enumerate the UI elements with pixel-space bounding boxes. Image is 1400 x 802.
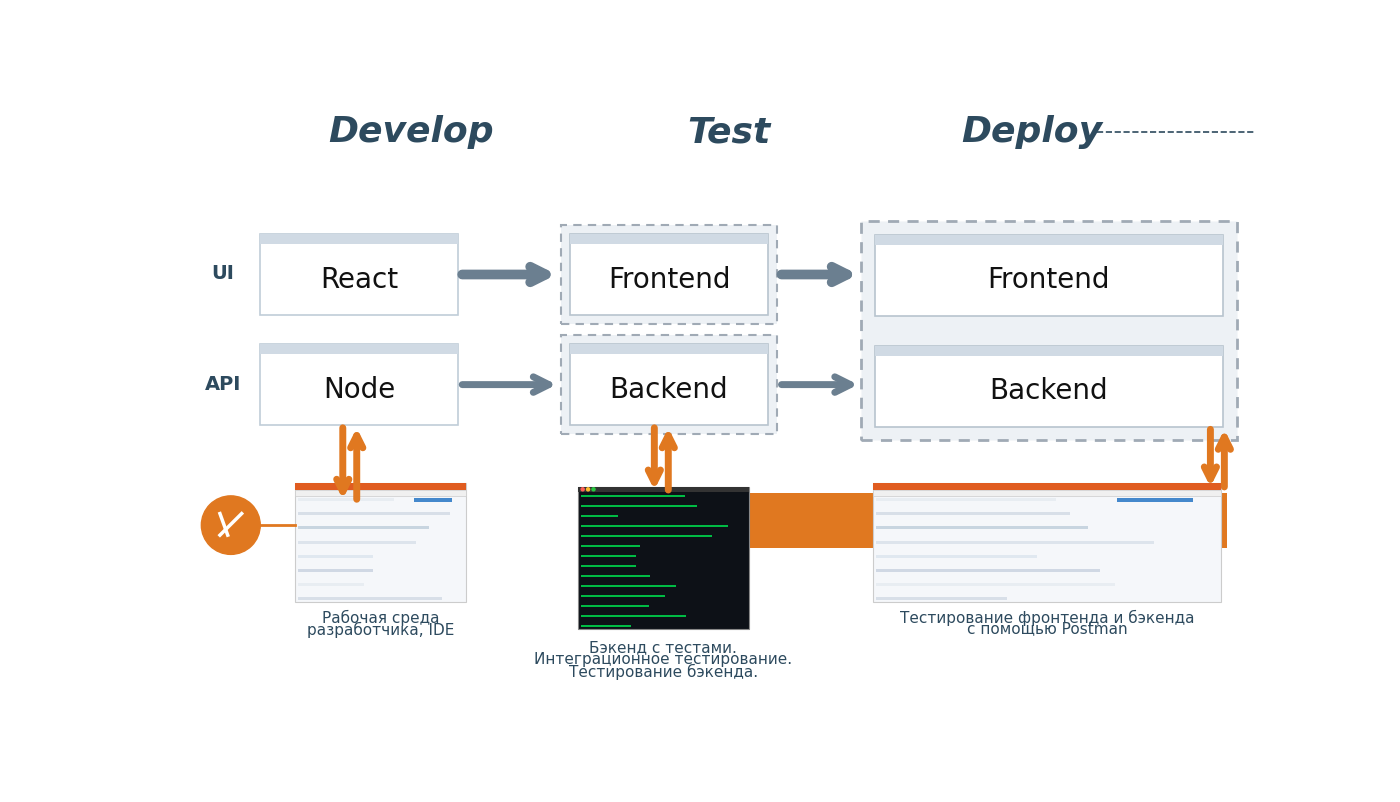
Bar	[875, 346, 1222, 427]
Bar	[298, 569, 372, 572]
Bar	[298, 555, 372, 557]
Bar	[875, 346, 1222, 356]
Bar	[875, 569, 1100, 572]
Bar	[295, 483, 466, 602]
Bar	[875, 597, 1007, 600]
Bar	[295, 483, 466, 491]
Bar	[581, 625, 631, 627]
Bar	[578, 487, 749, 629]
Bar	[875, 235, 1222, 245]
Text: Node: Node	[323, 375, 395, 403]
Text: Backend: Backend	[990, 377, 1109, 405]
Text: Frontend: Frontend	[987, 266, 1110, 294]
Bar	[673, 492, 1228, 549]
Text: Develop: Develop	[329, 115, 494, 149]
Circle shape	[592, 488, 595, 491]
Bar	[561, 335, 777, 434]
Bar	[298, 541, 416, 544]
Text: Тестирование фронтенда и бэкенда: Тестирование фронтенда и бэкенда	[900, 610, 1194, 626]
Text: Deploy: Deploy	[960, 115, 1102, 149]
Bar	[260, 344, 458, 425]
Text: Рабочая среда: Рабочая среда	[322, 610, 440, 626]
Bar	[581, 555, 636, 557]
Text: с помощью Postman: с помощью Postman	[966, 622, 1127, 636]
Bar	[298, 498, 395, 501]
Bar	[581, 595, 665, 597]
Bar	[298, 597, 442, 600]
Bar	[570, 344, 767, 354]
Bar	[260, 344, 458, 354]
Bar	[581, 504, 697, 507]
Bar	[875, 498, 1056, 501]
Bar	[875, 526, 1088, 529]
Bar	[260, 234, 458, 244]
Bar	[861, 221, 1236, 440]
Bar	[298, 512, 451, 516]
Bar	[581, 585, 676, 587]
Bar	[260, 234, 458, 315]
Bar	[875, 541, 1154, 544]
Circle shape	[587, 488, 589, 491]
Bar	[581, 495, 685, 496]
Text: Backend: Backend	[610, 375, 728, 403]
Text: Frontend: Frontend	[608, 265, 731, 294]
Bar	[875, 555, 1037, 557]
Bar	[875, 235, 1222, 316]
Text: Бэкенд с тестами.: Бэкенд с тестами.	[589, 641, 738, 655]
Text: React: React	[321, 265, 398, 294]
Circle shape	[581, 488, 584, 491]
Text: Тестирование бэкенда.: Тестирование бэкенда.	[568, 664, 757, 680]
Bar	[570, 344, 767, 425]
Text: разработчика, IDE: разработчика, IDE	[307, 622, 454, 638]
Bar	[570, 234, 767, 315]
Bar	[581, 575, 651, 577]
Bar	[872, 483, 1221, 491]
Bar	[875, 583, 1116, 585]
Bar	[298, 526, 428, 529]
Bar	[414, 498, 452, 502]
Bar	[872, 491, 1221, 496]
Bar	[570, 234, 767, 244]
Text: Test: Test	[687, 115, 771, 149]
Bar	[298, 583, 364, 585]
Text: API: API	[204, 375, 241, 394]
Text: Интеграционное тестирование.: Интеграционное тестирование.	[535, 652, 792, 667]
Bar	[1117, 498, 1193, 502]
Bar	[581, 565, 637, 567]
Bar	[581, 515, 617, 516]
Bar	[581, 525, 728, 527]
Bar	[581, 535, 711, 537]
Bar	[578, 487, 749, 492]
Bar	[875, 512, 1071, 516]
Bar	[581, 605, 650, 607]
Bar	[581, 545, 640, 547]
Bar	[561, 225, 777, 324]
Bar	[295, 491, 466, 496]
Bar	[581, 615, 686, 617]
Text: UI: UI	[211, 264, 234, 283]
Bar	[872, 483, 1221, 602]
Circle shape	[202, 496, 260, 554]
